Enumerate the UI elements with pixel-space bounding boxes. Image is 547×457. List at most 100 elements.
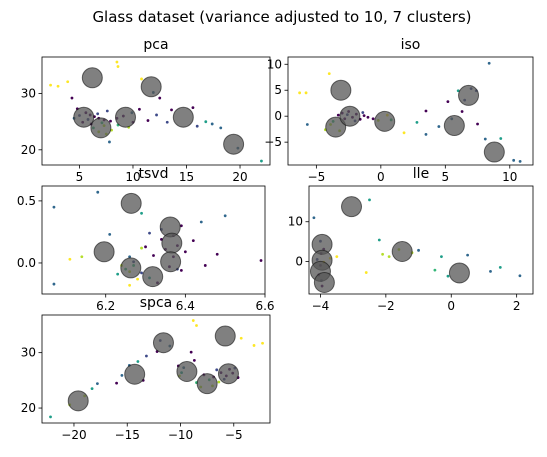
axes-frame (41, 185, 266, 295)
data-point (52, 282, 56, 286)
x-tick-label: 0 (447, 299, 455, 313)
data-point (402, 131, 406, 135)
x-tick-label: 10 (125, 170, 140, 184)
data-point (476, 122, 479, 126)
cluster-center (93, 241, 115, 263)
data-point (96, 112, 100, 116)
cluster-center (214, 325, 236, 347)
plot-area (49, 60, 263, 163)
data-point (518, 274, 522, 278)
cluster-center (374, 110, 396, 132)
data-point (192, 359, 196, 362)
data-point (487, 61, 491, 65)
cluster-center (443, 115, 465, 137)
plot-area (52, 190, 263, 288)
cluster-center (67, 390, 89, 412)
data-point (80, 255, 84, 259)
data-point (66, 80, 70, 84)
data-point (304, 91, 308, 95)
y-tick-label: 10 (267, 57, 282, 71)
subplot-iso: iso −5 0 5 10 −5 0 5 10 (264, 37, 534, 184)
x-tick-label: −5 (225, 428, 243, 442)
data-point (415, 121, 419, 124)
cluster-center (90, 117, 112, 139)
cluster-center (196, 373, 218, 395)
data-point (305, 123, 309, 126)
data-point (195, 324, 198, 327)
data-point (138, 107, 141, 111)
data-point (460, 110, 464, 113)
data-point (96, 382, 99, 386)
data-point (152, 254, 155, 257)
data-point (312, 216, 316, 220)
data-point (70, 96, 74, 100)
cluster-center (160, 251, 182, 273)
y-tick-label: −5 (264, 135, 282, 149)
subplot-title: iso (401, 37, 421, 53)
y-tick-label: 0.5 (17, 194, 36, 208)
x-tick-label: 5 (441, 170, 449, 184)
cluster-center (124, 363, 146, 385)
x-tick-label: 6.2 (96, 299, 115, 313)
plot-area (298, 61, 522, 163)
data-point (364, 271, 368, 274)
data-point (191, 239, 195, 243)
data-point (158, 96, 162, 100)
x-tick-label: 15 (179, 170, 194, 184)
cluster-center (391, 241, 413, 263)
data-point (199, 220, 203, 224)
data-point (215, 368, 219, 372)
x-tick-label: 10 (502, 170, 517, 184)
data-point (336, 113, 340, 117)
x-tick-label: −5 (308, 170, 326, 184)
y-tick-label: 0 (295, 254, 303, 268)
data-point (116, 65, 120, 68)
data-point (362, 114, 366, 118)
cluster-center (325, 116, 347, 138)
subplot-tsvd: tsvd 6.2 6.4 6.6 0.0 0.5 (17, 166, 275, 313)
data-point (128, 283, 132, 287)
cluster-center (339, 105, 361, 127)
data-point (116, 272, 120, 276)
data-point (499, 137, 503, 140)
data-point (108, 140, 111, 144)
data-point (146, 119, 150, 122)
data-point (219, 126, 223, 130)
data-point (259, 259, 263, 262)
data-point (335, 255, 339, 259)
data-point (189, 350, 193, 354)
data-point (136, 360, 140, 363)
data-point (489, 269, 492, 273)
data-point (170, 108, 173, 112)
data-point (498, 266, 502, 269)
data-point (191, 106, 195, 110)
y-tick-label: 30 (21, 87, 36, 101)
cluster-center (161, 232, 183, 254)
y-tick-label: 20 (21, 401, 36, 415)
data-point (466, 253, 469, 257)
cluster-center (120, 192, 142, 214)
cluster-center (313, 271, 335, 293)
data-point (191, 319, 195, 322)
data-point (204, 120, 208, 124)
plot-area (49, 319, 264, 419)
data-point (518, 159, 522, 163)
data-point (424, 109, 428, 113)
axes-frame (287, 56, 534, 166)
y-tick-label: 0 (274, 109, 282, 123)
data-point (381, 252, 384, 256)
data-point (115, 381, 118, 385)
cluster-center (176, 360, 198, 382)
cluster-center (81, 67, 103, 89)
data-point (49, 83, 52, 87)
data-point (298, 91, 302, 95)
data-point (223, 214, 227, 218)
data-point (155, 113, 158, 117)
data-point (136, 277, 139, 281)
data-point (433, 268, 437, 272)
data-point (145, 354, 148, 358)
x-tick-label: 6.4 (176, 299, 195, 313)
data-point (148, 231, 151, 235)
